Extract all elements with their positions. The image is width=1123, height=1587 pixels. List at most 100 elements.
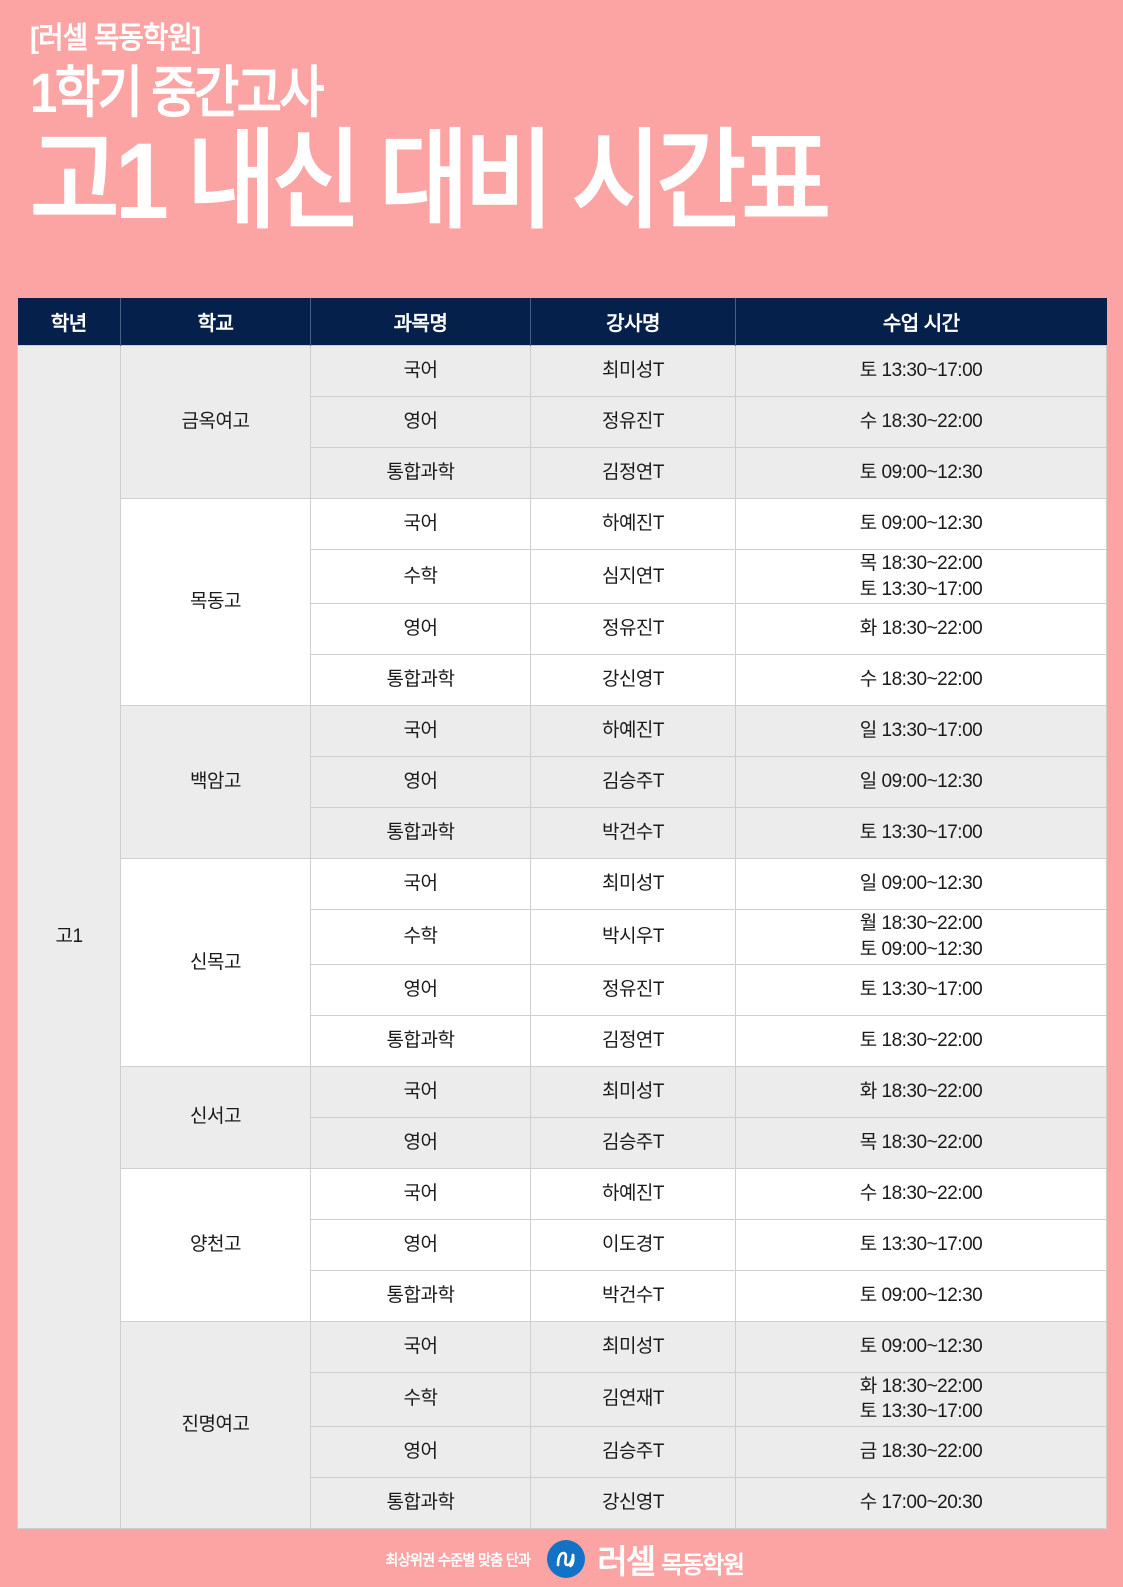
subject-cell: 영어 [310,963,531,1016]
teacher-cell: 정유진T [530,603,736,656]
teacher-cell: 하예진T [530,498,736,550]
table-row: 수학 박시우T 월 18:30~22:00 토 09:00~12:30 [18,909,1107,965]
school-cell: 양천고 [120,1167,311,1322]
teacher-cell: 최미성T [530,345,736,397]
class-time-cell: 일 09:00~12:30 [735,858,1107,911]
teacher-cell: 최미성T [530,1065,736,1118]
footer-brand-sub: 목동학원 [661,1552,745,1579]
subject-cell: 국어 [310,1167,531,1220]
subject-cell: 국어 [310,1320,531,1373]
subject-cell: 통합과학 [310,1014,531,1067]
subject-cell: 국어 [310,705,531,758]
school-cell: 금옥여고 [120,345,311,499]
teacher-cell: 김승주T [530,1116,736,1169]
table-row: 신서고 국어 최미성T 화 18:30~22:00 [18,1065,1107,1169]
teacher-cell: 강신영T [530,654,736,707]
subject-cell: 영어 [310,396,531,448]
class-time-cell: 수 18:30~22:00 [735,1167,1107,1220]
table-row: 영어 정유진T 토 13:30~17:00 [18,963,1107,1016]
subject-cell: 통합과학 [310,447,531,499]
teacher-cell: 김승주T [530,756,736,809]
teacher-cell: 심지연T [530,548,736,605]
table-row: 백암고 국어 하예진T 일 13:30~17:00 [18,705,1107,860]
table-row: 목동고 국어 하예진T 토 09:00~12:30 [18,497,1107,707]
page-title: 고1 내신 대비 시간표 [30,120,831,241]
class-time-cell: 토 13:30~17:00 [735,1218,1107,1271]
school-cell: 신목고 [120,858,311,1067]
teacher-cell: 최미성T [530,1320,736,1373]
class-time-cell: 일 09:00~12:30 [735,756,1107,809]
teacher-cell: 하예진T [530,1167,736,1220]
teacher-cell: 김승주T [530,1425,736,1478]
subject-cell: 수학 [310,548,531,605]
table-header-row: 학년 학교 과목명 강사명 수업 시간 [17,298,1107,346]
column-header-school: 학교 [120,298,311,346]
table-row: 신목고 국어 최미성T 일 09:00~12:30 [18,858,1107,1067]
table-row: 통합과학 김정연T 토 18:30~22:00 [18,1014,1107,1067]
grade-cell: 고1 [17,345,121,1529]
subject-cell: 통합과학 [310,1476,531,1529]
class-time-cell: 수 18:30~22:00 [735,396,1107,448]
subject-cell: 수학 [310,909,531,965]
subject-cell: 수학 [310,1371,531,1427]
subject-cell: 통합과학 [310,1269,531,1322]
table-row: 영어 김승주T 일 09:00~12:30 [18,756,1107,809]
class-time-cell: 토 09:00~12:30 [735,447,1107,499]
table-header: 학년 학교 과목명 강사명 수업 시간 [17,298,1107,346]
teacher-cell: 이도경T [530,1218,736,1271]
class-time-cell: 금 18:30~22:00 [735,1425,1107,1478]
table-row: 영어 정유진T 수 18:30~22:00 [18,396,1107,448]
poster-subtitle: 1학기 중간고사 [30,61,325,124]
teacher-cell: 김정연T [530,447,736,499]
teacher-cell: 정유진T [530,963,736,1016]
class-time-cell: 일 13:30~17:00 [735,705,1107,758]
poster-header: [러셀 목동학원] 1학기 중간고사 고1 내신 대비 시간표 [0,0,1123,235]
teacher-cell: 김연재T [530,1371,736,1427]
subject-cell: 국어 [310,345,531,397]
subject-cell: 영어 [310,1425,531,1478]
school-cell: 백암고 [120,705,311,860]
teacher-cell: 박건수T [530,807,736,860]
class-time-cell: 수 17:00~20:30 [735,1476,1107,1529]
column-header-grade: 학년 [17,298,121,346]
subject-cell: 통합과학 [310,807,531,860]
footer-brand-main: 러셀 [597,1543,656,1580]
subject-cell: 영어 [310,1116,531,1169]
schedule-table-wrap: 학년 학교 과목명 강사명 수업 시간 고1 금옥여고 국어 최미성T 토 13:30~… [17,298,1107,1529]
subject-cell: 영어 [310,603,531,656]
poster-footer: 최상위권 수준별 맞춤 단과 러셀 목동학원 [0,1531,1123,1587]
table-row: 통합과학 강신영T 수 18:30~22:00 [18,654,1107,707]
table-row: 진명여고 국어 최미성T 토 09:00~12:30 [18,1320,1107,1529]
school-cell: 진명여고 [120,1320,311,1529]
table-row: 수학 심지연T 목 18:30~22:00 토 13:30~17:00 [18,548,1107,605]
teacher-cell: 하예진T [530,705,736,758]
subject-cell: 통합과학 [310,654,531,707]
table-row: 영어 이도경T 토 13:30~17:00 [18,1218,1107,1271]
footer-brand: 러셀 목동학원 [597,1535,745,1583]
table-row: 통합과학 강신영T 수 17:00~20:30 [18,1476,1107,1529]
schedule-table: 학년 학교 과목명 강사명 수업 시간 고1 금옥여고 국어 최미성T 토 13:30~… [17,298,1107,1529]
class-time-cell: 수 18:30~22:00 [735,654,1107,707]
table-body: 고1 금옥여고 국어 최미성T 토 13:30~17:00 영어 정유진T 수 18:30~2… [17,345,1107,1529]
class-time-cell: 화 18:30~22:00 [735,603,1107,656]
table-row: 수학 김연재T 화 18:30~22:00 토 13:30~17:00 [18,1371,1107,1427]
footer-tagline: 최상위권 수준별 맞춤 단과 [384,1551,531,1569]
class-time-cell: 토 13:30~17:00 [735,807,1107,860]
class-time-cell: 월 18:30~22:00 토 09:00~12:30 [735,909,1107,965]
russell-n-logo-icon [547,1540,586,1578]
school-cell: 신서고 [120,1065,311,1169]
class-time-cell: 화 18:30~22:00 토 13:30~17:00 [735,1371,1107,1427]
class-time-cell: 토 13:30~17:00 [735,963,1107,1016]
class-time-cell: 토 09:00~12:30 [735,1320,1107,1373]
class-time-cell: 토 09:00~12:30 [735,498,1107,550]
class-time-cell: 토 18:30~22:00 [735,1014,1107,1067]
table-row: 영어 김승주T 금 18:30~22:00 [18,1425,1107,1478]
table-row: 영어 김승주T 목 18:30~22:00 [18,1116,1107,1169]
teacher-cell: 박시우T [530,909,736,965]
subject-cell: 영어 [310,756,531,809]
class-time-cell: 목 18:30~22:00 [735,1116,1107,1169]
table-row: 통합과학 박건수T 토 13:30~17:00 [18,807,1107,860]
teacher-cell: 강신영T [530,1476,736,1529]
table-row: 양천고 국어 하예진T 수 18:30~22:00 [18,1167,1107,1322]
class-time-cell: 화 18:30~22:00 [735,1065,1107,1118]
